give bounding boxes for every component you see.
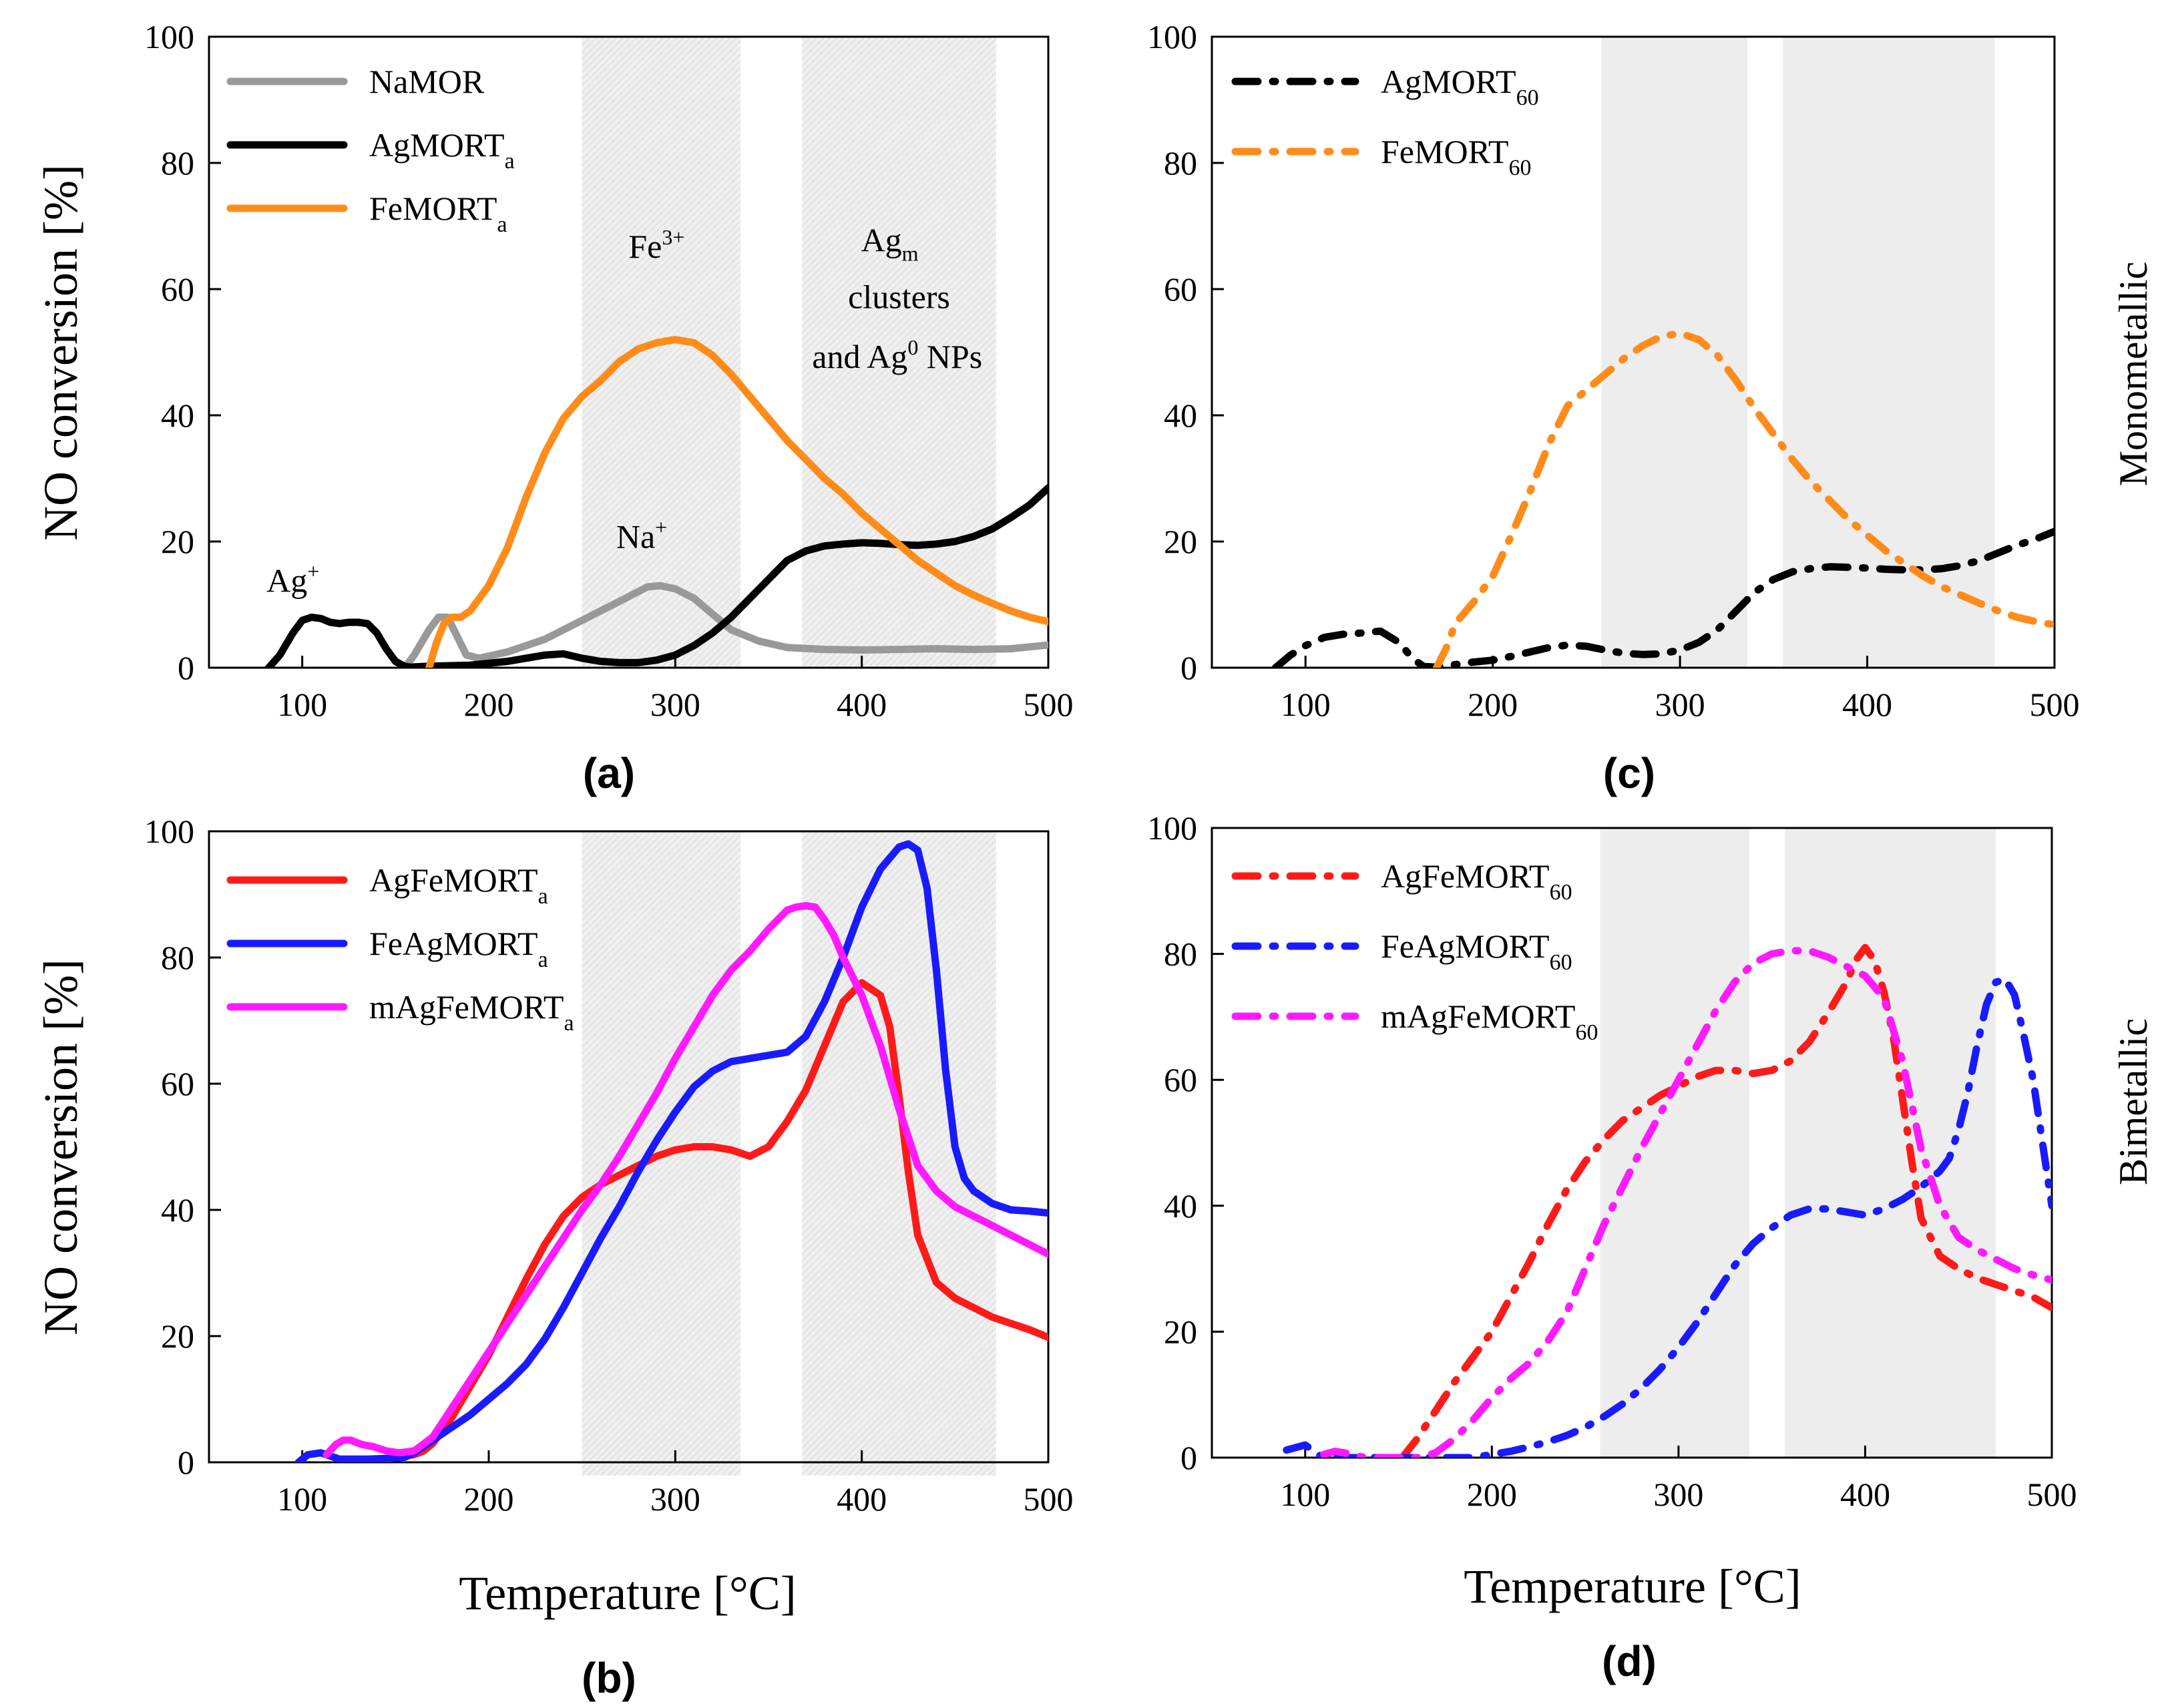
y-axis-label-a: NO conversion [%]: [34, 164, 87, 541]
y-tick-label: 80: [1164, 935, 1197, 973]
x-tick-label: 400: [1840, 1476, 1890, 1513]
legend-label-mAgFeMORT60: mAgFeMORT60: [1381, 998, 1598, 1045]
y-tick-label: 40: [161, 397, 194, 434]
legend-label-FeAgMORT60: FeAgMORT60: [1381, 927, 1572, 975]
legend-label-AgFeMORT60: AgFeMORT60: [1381, 857, 1572, 905]
series-line-AgFeMORTa: [367, 979, 1048, 1462]
series-line-mAgFeMORT60: [1320, 947, 2052, 1458]
x-tick-label: 300: [1653, 1476, 1703, 1513]
x-axis-label-d: Temperature [°C]: [1464, 1560, 1801, 1613]
series-group-c: [1271, 329, 2055, 668]
y-axis-label-b: NO conversion [%]: [34, 959, 87, 1335]
panel-a: 0 20 40 60 80 100 100 200 300 400 500 NaMOR AgMORTa F…: [144, 18, 1074, 797]
series-line-mAgFeMORTa: [322, 902, 1048, 1459]
legend-label-FeMORTa: FeMORTa: [369, 190, 507, 237]
panel-label-b: (b): [582, 1654, 636, 1702]
y-tick-label: 80: [161, 939, 194, 976]
x-tick-label: 200: [1468, 686, 1518, 723]
annotation-and-ag0: and Ag0 NPs: [812, 335, 982, 375]
y-tick-label: 80: [1164, 144, 1197, 182]
x-tick-label: 200: [464, 686, 514, 723]
x-tick-label: 100: [277, 686, 327, 723]
y-tick-label: 40: [161, 1191, 194, 1229]
y-tick-label: 60: [1164, 270, 1197, 308]
plot-frame-a: [208, 35, 1050, 669]
x-tick-label: 400: [1842, 686, 1892, 723]
panel-label-c: (c): [1603, 749, 1655, 797]
annotation-agm: Agm: [861, 221, 919, 265]
x-tick-label: 500: [2030, 686, 2080, 723]
series-line-FeAgMORT60: [1283, 975, 2052, 1458]
panel-d: 0 20 40 60 80 100 100 200 300 400 500 AgFeMORT60 FeA…: [1147, 809, 2077, 1685]
series-group-d: [1283, 943, 2052, 1458]
legend-label-FeAgMORTa: FeAgMORTa: [369, 925, 548, 972]
annotation-ag-plus: Ag+: [266, 560, 319, 600]
panel-label-a: (a): [583, 749, 635, 797]
region-a-2: [802, 37, 996, 668]
legend-label-mAgFeMORTa: mAgFeMORTa: [369, 988, 574, 1036]
y-tick-label: 0: [178, 649, 194, 686]
x-tick-label: 500: [1024, 686, 1074, 723]
y-tick-label: 20: [161, 523, 194, 560]
y-tick-label: 40: [1164, 397, 1197, 434]
legend-label-AgMORTa: AgMORTa: [369, 126, 515, 174]
series-line-FeMORTa: [425, 336, 1048, 668]
panel-label-d: (d): [1602, 1637, 1657, 1685]
legend-label-NaMOR: NaMOR: [369, 63, 485, 100]
x-tick-label: 300: [1655, 686, 1705, 723]
plot-frame-d: [1211, 827, 2053, 1459]
series-line-AgFeMORT60: [1398, 943, 2052, 1458]
y-tick-label: 80: [161, 144, 194, 182]
y-tick-label: 0: [1180, 1439, 1197, 1476]
x-tick-label: 100: [1281, 686, 1331, 723]
y-tick-label: 60: [161, 270, 194, 308]
plot-frame-c: [1211, 35, 2056, 669]
x-tick-label: 400: [837, 1480, 887, 1518]
y-tick-label: 100: [144, 813, 194, 850]
x-tick-label: 100: [277, 1480, 327, 1518]
y-tick-label: 40: [1164, 1187, 1197, 1225]
x-tick-label: 300: [650, 1480, 700, 1518]
x-tick-label: 500: [2027, 1476, 2077, 1513]
region-a-1: [582, 37, 741, 668]
annotation-clusters: clusters: [848, 278, 950, 315]
side-label-monometallic: Monometallic: [2111, 262, 2155, 487]
series-group-b: [294, 840, 1048, 1462]
series-line-FeMORT60: [1433, 329, 2055, 668]
panel-b: 0 20 40 60 80 100 100 200 300 400 500 AgFeMORTa FeAg…: [144, 813, 1074, 1702]
x-axis-label-b: Temperature [°C]: [459, 1566, 797, 1620]
plot-frame-b: [208, 830, 1050, 1464]
x-tick-label: 200: [464, 1480, 514, 1518]
region-d-1: [1600, 828, 1750, 1458]
y-tick-label: 60: [1164, 1061, 1197, 1098]
y-tick-label: 0: [178, 1444, 194, 1481]
y-tick-label: 20: [161, 1317, 194, 1355]
legend-label-FeMORT60: FeMORT60: [1381, 133, 1531, 180]
legend-label-AgFeMORTa: AgFeMORTa: [369, 861, 548, 909]
y-tick-label: 100: [1147, 18, 1197, 55]
x-tick-label: 300: [650, 686, 700, 723]
series-line-FeAgMORTa: [294, 840, 1048, 1462]
legend-label-AgMORT60: AgMORT60: [1381, 63, 1539, 110]
y-tick-label: 20: [1164, 1313, 1197, 1350]
x-tick-label: 100: [1280, 1476, 1330, 1513]
x-tick-label: 400: [837, 686, 887, 723]
y-tick-label: 100: [1147, 809, 1197, 847]
y-tick-label: 100: [144, 18, 194, 55]
x-tick-label: 500: [1024, 1480, 1074, 1518]
y-tick-label: 0: [1180, 649, 1197, 686]
x-tick-label: 200: [1467, 1476, 1517, 1513]
y-tick-label: 60: [161, 1065, 194, 1102]
region-c-2: [1783, 37, 1995, 668]
series-group-a: [264, 336, 1048, 668]
series-line-NaMOR: [401, 582, 1048, 668]
region-d-2: [1785, 828, 1996, 1458]
region-c-1: [1601, 37, 1748, 668]
y-tick-label: 20: [1164, 523, 1197, 560]
side-label-bimetallic: Bimetallic: [2111, 1018, 2155, 1185]
panel-c: 0 20 40 60 80 100 100 200 300 400 500 AgMORT60 FeMOR…: [1147, 18, 2080, 797]
